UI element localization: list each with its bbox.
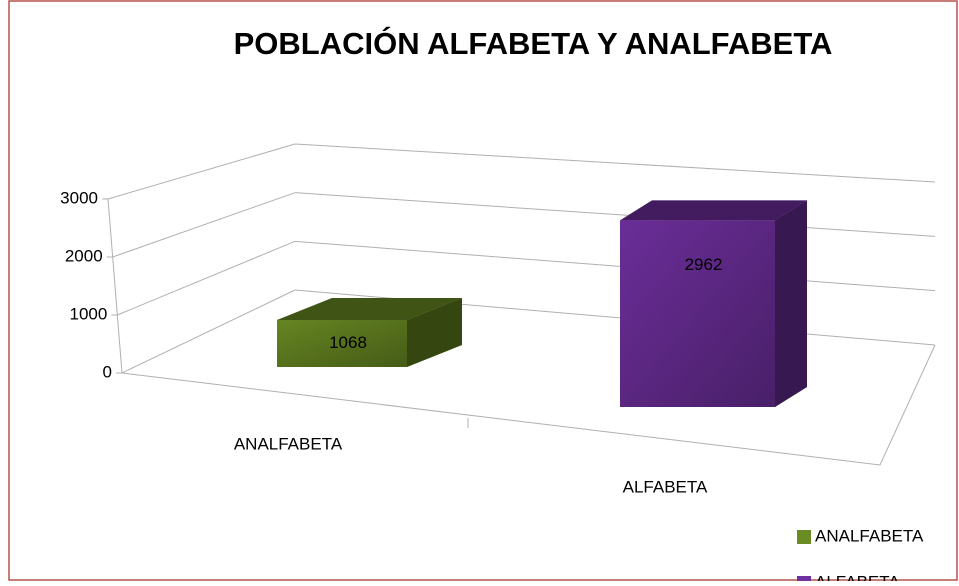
bar-front-shade: [620, 220, 775, 407]
bar-top: [620, 200, 807, 221]
bar-side-shade: [407, 298, 462, 367]
y-tick-label: 3000: [60, 188, 98, 207]
grid-line: [294, 192, 936, 237]
legend-label: ALFABETA: [815, 572, 900, 581]
grid: 0 1000 2000 3000: [60, 143, 936, 466]
legend-swatch: [797, 530, 811, 544]
y-tick-label: 0: [103, 362, 112, 381]
grid-line: [107, 143, 296, 200]
chart-title: POBLACIÓN ALFABETA Y ANALFABETA: [234, 25, 833, 61]
grid-line: [294, 240, 936, 292]
x-tick-label: ANALFABETA: [234, 434, 343, 453]
floor: [121, 344, 936, 466]
y-axis: [107, 198, 123, 374]
bar-top: [277, 298, 462, 321]
legend-label: ANALFABETA: [815, 526, 924, 545]
bar-front-shade: [277, 320, 407, 367]
y-tick-label: 1000: [70, 304, 108, 323]
y-tick-label: 2000: [65, 246, 103, 265]
bar-top-shade: [277, 298, 462, 321]
legend-swatch: [797, 576, 811, 586]
grid-line: [117, 240, 296, 316]
grid-line: [294, 143, 936, 183]
grid-line: [121, 289, 296, 374]
bar: 1068: [277, 298, 462, 367]
bar: 2962: [620, 200, 807, 407]
bar-side-shade: [775, 200, 807, 407]
x-tick-label: ALFABETA: [623, 477, 708, 496]
plot: ANALFABETA 1068 ALFABETA 2962 ANALFABETA ALFA…: [234, 200, 924, 586]
chart-border: [8, 0, 958, 581]
grid-line: [112, 192, 296, 258]
data-label: 1068: [329, 333, 367, 352]
bar-top-shade: [620, 200, 807, 221]
data-label: 2962: [685, 255, 723, 274]
